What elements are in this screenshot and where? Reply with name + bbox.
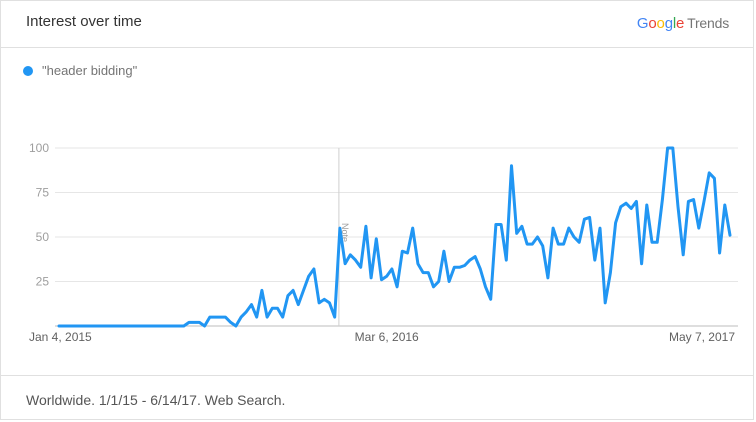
legend-label: "header bidding" [42,63,138,78]
card-title: Interest over time [26,13,142,30]
google-letter: g [664,15,673,32]
legend-dot-icon [23,65,33,76]
card-header: Interest over time Google Trends [1,1,753,48]
google-letter: e [675,15,685,32]
trends-wordmark: Trends [687,15,729,31]
google-letter: o [648,15,657,32]
y-tick-label: 50 [36,230,50,244]
x-tick-label: Mar 6, 2016 [355,330,419,344]
y-tick-label: 100 [29,141,49,155]
google-trends-logo: Google Trends [637,15,729,32]
series-line-header-bidding [57,146,732,328]
chart-legend[interactable]: "header bidding" [23,63,137,78]
footer-caption: Worldwide. 1/1/15 - 6/14/17. Web Search. [26,392,286,408]
google-letter: o [656,15,665,32]
annotation-label: Note [340,223,350,242]
google-letter: l [672,15,676,32]
google-letter: G [636,15,649,32]
y-tick-label: 25 [36,275,50,289]
google-wordmark: Google [637,15,684,32]
card-footer: Worldwide. 1/1/15 - 6/14/17. Web Search. [1,375,753,422]
y-tick-label: 75 [36,186,50,200]
x-tick-label: Jan 4, 2015 [29,330,92,344]
x-tick-label: May 7, 2017 [669,330,735,344]
line-chart[interactable]: 25 50 75 100 Note Jan 4, 2015 Mar 6, 2016 May 7… [1,1,755,375]
